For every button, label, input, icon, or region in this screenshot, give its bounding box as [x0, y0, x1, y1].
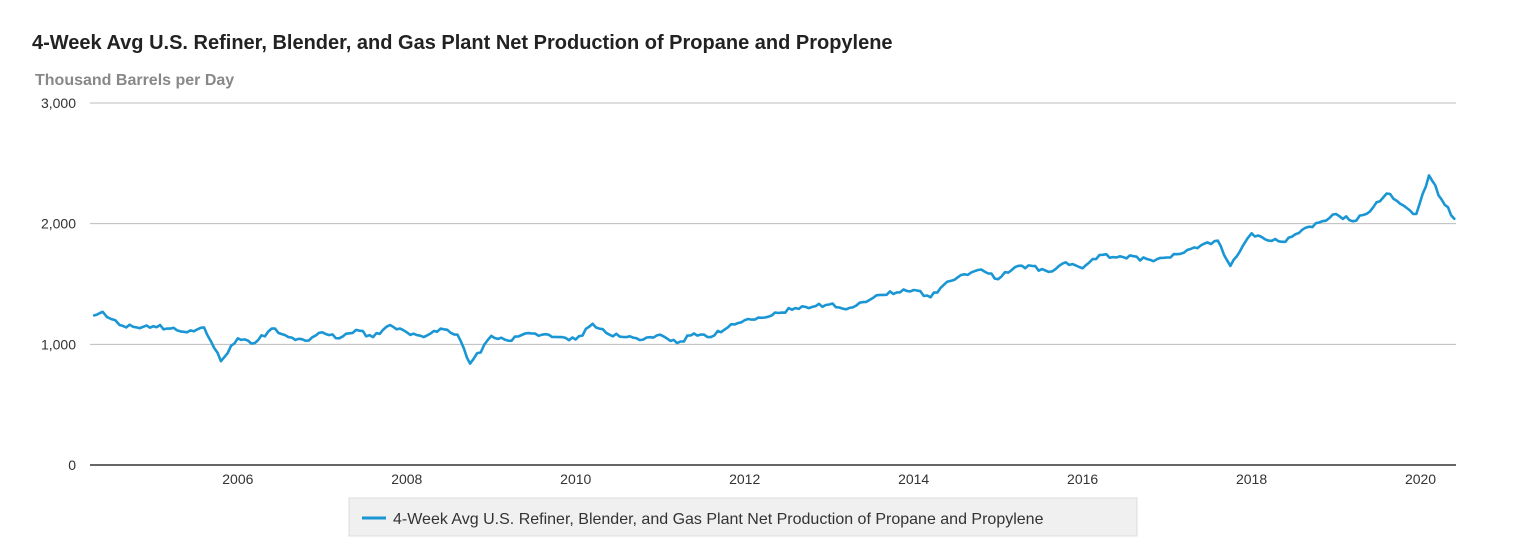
x-tick-label: 2012	[729, 471, 760, 487]
chart-title: 4-Week Avg U.S. Refiner, Blender, and Ga…	[32, 32, 893, 54]
y-tick-label: 0	[68, 457, 76, 473]
series-line	[92, 174, 1456, 365]
series-layer	[92, 174, 1456, 365]
y-tick-label: 2,000	[41, 216, 76, 232]
x-tick-label: 2006	[222, 471, 253, 487]
y-tick-labels: 0 1,000 2,000 3,000	[41, 95, 76, 473]
x-tick-label: 2020	[1405, 471, 1436, 487]
y-axis-label: Thousand Barrels per Day	[35, 72, 234, 89]
x-tick-labels: 2006 2008 2010 2012 2014 2016 2018 2020	[222, 471, 1436, 487]
legend-label: 4-Week Avg U.S. Refiner, Blender, and Ga…	[393, 511, 1044, 528]
x-tick-label: 2008	[391, 471, 422, 487]
x-tick-label: 2010	[560, 471, 591, 487]
x-tick-label: 2018	[1236, 471, 1267, 487]
legend[interactable]: 4-Week Avg U.S. Refiner, Blender, and Ga…	[348, 497, 1138, 537]
legend-box	[348, 497, 1138, 537]
y-tick-label: 3,000	[41, 95, 76, 111]
y-tick-label: 1,000	[41, 336, 76, 352]
gridlines	[90, 102, 1456, 345]
x-tick-label: 2016	[1067, 471, 1098, 487]
x-tick-label: 2014	[898, 471, 929, 487]
